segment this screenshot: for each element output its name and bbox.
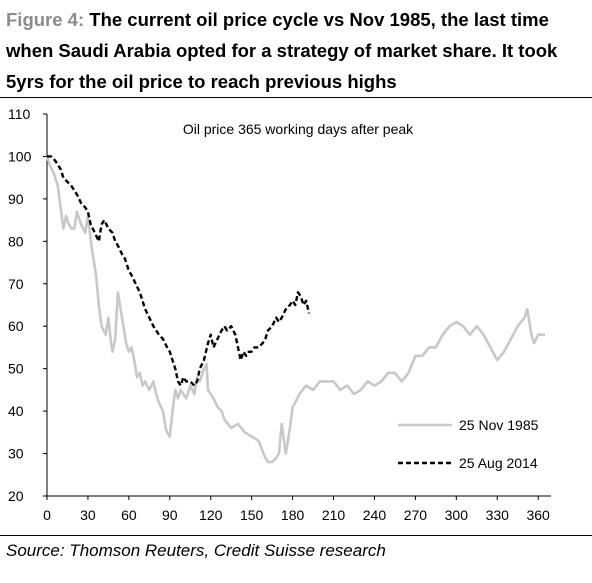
x-tick-label: 60 [121, 507, 137, 523]
y-tick-label: 40 [8, 403, 24, 419]
x-tick-label: 330 [486, 507, 510, 523]
x-tick-label: 300 [445, 507, 469, 523]
y-tick-label: 30 [8, 446, 24, 462]
x-tick-label: 150 [240, 507, 264, 523]
x-tick-label: 210 [322, 507, 346, 523]
x-tick-label: 180 [281, 507, 305, 523]
y-tick-label: 100 [8, 148, 32, 164]
chart-title: Oil price 365 working days after peak [183, 121, 414, 137]
series-layer [45, 155, 545, 464]
figure-title: Figure 4: The current oil price cycle vs… [6, 4, 586, 97]
top-rule [0, 97, 592, 98]
legend-label: 25 Aug 2014 [459, 455, 538, 471]
y-tick-label: 60 [8, 318, 24, 334]
source-note: Source: Thomson Reuters, Credit Suisse r… [6, 541, 386, 560]
y-tick-label: 70 [8, 276, 24, 292]
chart-legend: 25 Nov 1985 25 Aug 2014 [398, 417, 539, 471]
line-chart: 0 30 60 90 120 150 180 210 240 270 300 330 360 20 30 4… [8, 106, 551, 523]
x-tick-label: 360 [526, 507, 550, 523]
y-tick-label: 110 [8, 106, 31, 122]
series-line-nov-1985 [45, 156, 545, 464]
y-axis-ticks: 20 30 40 50 60 70 80 90 100 110 [8, 106, 47, 504]
bottom-rule [0, 535, 592, 536]
figure-label: Figure 4: [6, 9, 85, 30]
y-tick-label: 20 [8, 488, 24, 504]
x-axis-ticks: 0 30 60 90 120 150 180 210 240 270 300 330 360 [43, 496, 550, 523]
y-tick-label: 50 [8, 361, 24, 377]
x-tick-label: 120 [199, 507, 223, 523]
x-tick-label: 30 [80, 507, 96, 523]
axes [46, 114, 551, 497]
legend-label: 25 Nov 1985 [459, 417, 539, 433]
figure-title-text: The current oil price cycle vs Nov 1985,… [6, 9, 558, 92]
x-tick-label: 240 [363, 507, 387, 523]
x-tick-label: 0 [43, 507, 51, 523]
y-tick-label: 90 [8, 191, 24, 207]
y-tick-label: 80 [8, 233, 24, 249]
x-tick-label: 270 [404, 507, 428, 523]
x-tick-label: 90 [162, 507, 178, 523]
series-line-aug-2014 [47, 155, 311, 387]
